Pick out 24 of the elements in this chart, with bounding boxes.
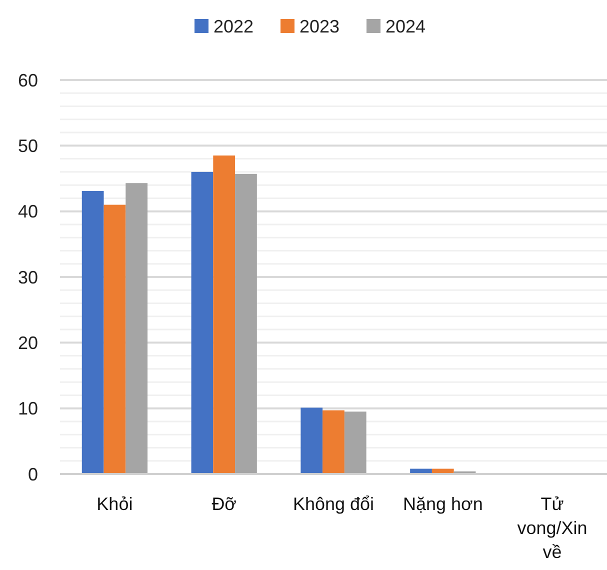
x-tick-label: Tử vong/Xin về (517, 494, 588, 562)
bar (104, 204, 126, 474)
bar (300, 408, 323, 474)
y-tick-label: 20 (18, 332, 38, 353)
y-tick-label: 30 (18, 267, 38, 288)
legend-label: 2023 (300, 16, 340, 36)
bar (344, 412, 366, 474)
bar (322, 410, 344, 474)
bar (235, 174, 257, 474)
y-tick-label: 60 (18, 70, 38, 90)
y-tick-label: 50 (18, 136, 38, 156)
x-tick-label: Khỏi (96, 494, 133, 514)
bar (191, 172, 214, 474)
bar (82, 190, 104, 474)
y-tick-label: 0 (28, 464, 38, 484)
bar (126, 183, 148, 474)
x-tick-label: Không đổi (292, 494, 374, 514)
y-tick-label: 10 (18, 398, 38, 419)
bar (213, 156, 236, 474)
y-tick-label: 40 (18, 202, 38, 222)
legend-label: 2022 (214, 16, 254, 36)
x-tick-label: Đỡ (212, 494, 237, 514)
x-tick-label: Nặng hơn (402, 494, 483, 514)
legend-label: 2024 (386, 16, 426, 36)
